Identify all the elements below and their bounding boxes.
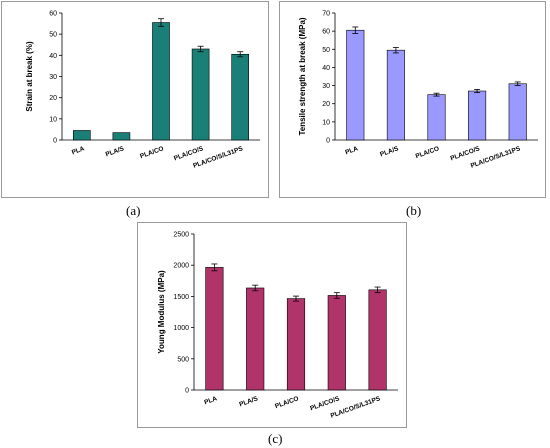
y-tick-label: 30: [49, 74, 57, 81]
y-tick-label: 0: [185, 388, 189, 395]
y-tick-label: 2500: [173, 232, 189, 239]
y-tick-label: 2000: [173, 263, 189, 270]
bar: [346, 29, 365, 141]
x-tick-label: PLA: [71, 145, 86, 156]
bar: [386, 49, 405, 141]
y-tick-label: 30: [322, 83, 330, 90]
y-tick-label: 40: [322, 65, 330, 72]
y-tick-label: 60: [49, 11, 57, 18]
y-tick-label: 0: [326, 138, 330, 145]
y-tick-label: 40: [49, 53, 57, 60]
chart-panel-strain: 0 10 20 30 40 50 60 Strain at break (%) PLA PLA/S…: [1, 1, 269, 198]
y-axis-label: Tensile strength at break (MPa): [298, 17, 307, 135]
tensile-strength-chart: 0 10 20 30 40 50 60 70 Tensile strength at break…: [298, 11, 538, 170]
y-tick-label: 1000: [173, 325, 189, 332]
bar: [205, 267, 224, 391]
bar: [152, 22, 170, 141]
y-tick-label: 20: [322, 101, 330, 108]
x-tick-label: PLA: [344, 145, 359, 156]
strain-at-break-chart: 0 10 20 30 40 50 60 Strain at break (%) PLA PLA/S…: [25, 11, 260, 170]
panel-caption-a: (a): [126, 203, 141, 218]
bar: [508, 83, 527, 141]
chart-panel-modulus: 0 500 1000 1500 2000 2500 Young Modulus (MPa) P…: [137, 222, 407, 428]
bar: [112, 132, 131, 141]
x-tick-label: PLA/S: [379, 145, 400, 158]
y-tick-label: 70: [322, 11, 330, 18]
young-modulus-chart: 0 500 1000 1500 2000 2500 Young Modulus (MPa) P…: [157, 232, 398, 420]
bar: [191, 48, 210, 141]
y-tick-label: 1500: [173, 294, 189, 301]
bar: [368, 289, 387, 391]
y-tick-label: 10: [322, 119, 330, 126]
bar: [231, 53, 250, 141]
y-tick-label: 10: [49, 116, 57, 123]
bar: [427, 94, 446, 141]
x-tick-label: PLA/CO: [274, 395, 299, 410]
y-tick-label: 0: [53, 138, 57, 145]
y-tick-label: 60: [322, 29, 330, 36]
bar: [286, 298, 306, 391]
chart-panel-tensile: 0 10 20 30 40 50 60 70 Tensile strength at break…: [279, 1, 546, 198]
panel-caption-c: (c): [268, 431, 283, 446]
x-tick-label: PLA/S: [238, 395, 259, 408]
y-tick-label: 500: [177, 356, 189, 363]
y-tick-label: 20: [49, 95, 57, 102]
bar: [468, 90, 487, 141]
y-tick-label: 50: [49, 32, 57, 39]
bar: [72, 130, 91, 141]
bar: [246, 287, 265, 391]
y-axis-label: Strain at break (%): [25, 41, 34, 112]
x-tick-label: PLA/CO: [415, 145, 440, 160]
x-tick-label: PLA/CO: [139, 145, 164, 160]
x-tick-label: PLA: [203, 395, 218, 406]
x-tick-label: PLA/S: [105, 145, 126, 158]
panel-caption-b: (b): [406, 203, 422, 218]
y-tick-label: 50: [322, 47, 330, 54]
y-axis-label: Young Modulus (MPa): [157, 270, 166, 354]
bar: [327, 295, 346, 391]
